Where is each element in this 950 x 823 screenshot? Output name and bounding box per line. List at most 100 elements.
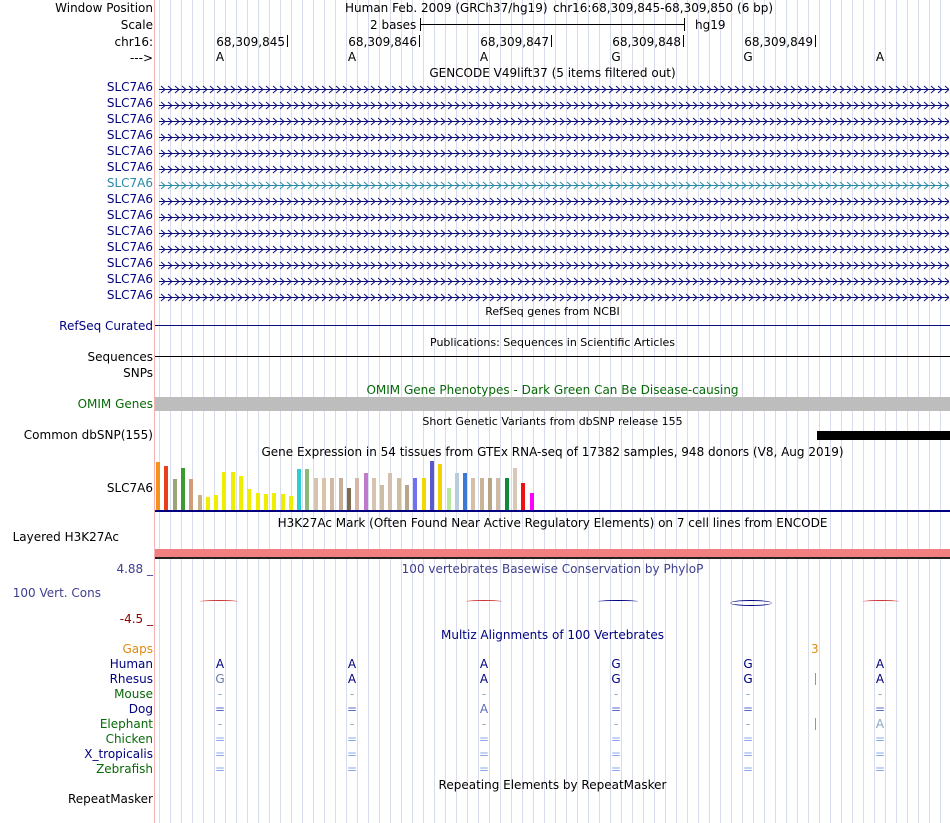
gtex-tissue-bar[interactable] bbox=[272, 493, 277, 510]
gtex-gene-label[interactable]: SLC7A6 bbox=[106, 481, 153, 495]
gencode-transcript[interactable] bbox=[159, 163, 950, 174]
gtex-tissue-bar[interactable] bbox=[205, 497, 210, 510]
gencode-transcript[interactable] bbox=[159, 243, 950, 254]
gtex-tissue-bar[interactable] bbox=[529, 493, 534, 510]
alignment-base: G bbox=[743, 657, 753, 671]
gtex-tissue-bar[interactable] bbox=[463, 473, 468, 510]
repeatmasker-label[interactable]: RepeatMasker bbox=[67, 792, 153, 806]
species-label[interactable]: Human bbox=[109, 657, 153, 671]
gtex-tissue-bar[interactable] bbox=[479, 478, 484, 510]
gtex-tissue-bar[interactable] bbox=[189, 479, 194, 510]
gtex-tissue-bar[interactable] bbox=[471, 478, 476, 510]
gencode-transcript[interactable] bbox=[159, 131, 950, 142]
gtex-tissue-bar[interactable] bbox=[239, 476, 243, 510]
gtex-tissue-bar[interactable] bbox=[197, 495, 202, 510]
refseq-label[interactable]: RefSeq Curated bbox=[59, 319, 153, 333]
gtex-tissue-bar[interactable] bbox=[313, 478, 318, 510]
species-label[interactable]: Rhesus bbox=[109, 672, 153, 686]
gencode-gene-label[interactable]: SLC7A6 bbox=[106, 192, 153, 206]
gencode-transcript[interactable] bbox=[159, 115, 950, 126]
gtex-tissue-bar[interactable] bbox=[172, 479, 177, 510]
gtex-tissue-bar[interactable] bbox=[214, 495, 219, 510]
gtex-tissue-bar[interactable] bbox=[371, 478, 376, 510]
gencode-transcript[interactable] bbox=[159, 99, 950, 110]
gtex-tissue-bar[interactable] bbox=[222, 472, 227, 510]
gencode-gene-label[interactable]: SLC7A6 bbox=[106, 160, 153, 174]
gtex-tissue-bar[interactable] bbox=[421, 478, 426, 510]
species-label[interactable]: X_tropicalis bbox=[84, 747, 153, 761]
gtex-tissue-bar[interactable] bbox=[355, 478, 360, 510]
sequences-label[interactable]: Sequences bbox=[87, 350, 153, 364]
gtex-tissue-bar[interactable] bbox=[263, 494, 268, 510]
gtex-tissue-bar[interactable] bbox=[380, 485, 385, 510]
gencode-transcript[interactable] bbox=[159, 195, 950, 206]
gtex-tissue-bar[interactable] bbox=[255, 493, 260, 510]
gtex-tissue-bar[interactable] bbox=[280, 494, 285, 510]
gtex-tissue-bar[interactable] bbox=[156, 462, 160, 510]
cons-label[interactable]: 100 Vert. Cons bbox=[12, 586, 101, 600]
gtex-tissue-bar[interactable] bbox=[504, 478, 509, 510]
gtex-tissue-bar[interactable] bbox=[363, 473, 368, 510]
gtex-tissue-bar[interactable] bbox=[521, 483, 526, 510]
gencode-transcript[interactable] bbox=[159, 227, 950, 238]
gtex-tissue-bar[interactable] bbox=[396, 478, 401, 510]
gencode-transcript[interactable] bbox=[159, 291, 950, 302]
omim-label[interactable]: OMIM Genes bbox=[77, 397, 153, 411]
refseq-gene-line[interactable] bbox=[155, 325, 950, 326]
gencode-gene-label[interactable]: SLC7A6 bbox=[106, 272, 153, 286]
snps-label[interactable]: SNPs bbox=[123, 366, 153, 380]
gtex-tissue-bar[interactable] bbox=[438, 464, 443, 510]
omim-gene-bar[interactable] bbox=[155, 397, 950, 411]
species-label[interactable]: Dog bbox=[128, 702, 153, 716]
gtex-tissue-bar[interactable] bbox=[446, 488, 451, 510]
gencode-gene-label[interactable]: SLC7A6 bbox=[106, 96, 153, 110]
publications-line[interactable] bbox=[155, 356, 950, 357]
gtex-tissue-bar[interactable] bbox=[405, 485, 409, 510]
gtex-tissue-bar[interactable] bbox=[512, 468, 517, 510]
gencode-gene-label[interactable]: SLC7A6 bbox=[106, 208, 153, 222]
gtex-tissue-bar[interactable] bbox=[454, 473, 459, 510]
gtex-tissue-bar[interactable] bbox=[305, 469, 310, 510]
species-label[interactable]: Chicken bbox=[105, 732, 153, 746]
dbsnp-variant[interactable] bbox=[817, 431, 950, 440]
gencode-gene-label[interactable]: SLC7A6 bbox=[106, 176, 153, 190]
gtex-tissue-bar[interactable] bbox=[346, 488, 351, 510]
gencode-gene-label[interactable]: SLC7A6 bbox=[106, 144, 153, 158]
gencode-gene-label[interactable]: SLC7A6 bbox=[106, 240, 153, 254]
common-dbsnp-label[interactable]: Common dbSNP(155) bbox=[23, 428, 153, 442]
species-label[interactable]: Elephant bbox=[99, 717, 153, 731]
gtex-tissue-bar[interactable] bbox=[330, 478, 335, 510]
species-label[interactable]: Mouse bbox=[114, 687, 153, 701]
gtex-tissue-bar[interactable] bbox=[429, 461, 434, 510]
gtex-bar-chart[interactable] bbox=[155, 460, 555, 510]
gencode-gene-label[interactable]: SLC7A6 bbox=[106, 224, 153, 238]
h3k27ac-label[interactable]: Layered H3K27Ac bbox=[12, 530, 119, 544]
gencode-transcript[interactable] bbox=[159, 147, 950, 158]
gencode-transcript[interactable] bbox=[159, 179, 950, 190]
gtex-tissue-bar[interactable] bbox=[247, 489, 252, 510]
gencode-transcript[interactable] bbox=[159, 259, 950, 270]
alignment-base: = bbox=[743, 702, 754, 716]
gtex-tissue-bar[interactable] bbox=[297, 469, 302, 510]
gtex-tissue-bar[interactable] bbox=[388, 473, 393, 510]
h3k27ac-signal[interactable] bbox=[155, 549, 950, 557]
gtex-tissue-bar[interactable] bbox=[288, 496, 293, 510]
gencode-gene-label[interactable]: SLC7A6 bbox=[106, 256, 153, 270]
gtex-tissue-bar[interactable] bbox=[413, 478, 418, 510]
gtex-tissue-bar[interactable] bbox=[230, 472, 235, 510]
gtex-tissue-bar[interactable] bbox=[322, 478, 326, 510]
gencode-gene-label[interactable]: SLC7A6 bbox=[106, 128, 153, 142]
track-area[interactable]: Human Feb. 2009 (GRCh37/hg19) chr16:68,3… bbox=[155, 0, 950, 823]
gtex-tissue-bar[interactable] bbox=[338, 478, 343, 510]
gencode-gene-label[interactable]: SLC7A6 bbox=[106, 288, 153, 302]
gtex-tissue-bar[interactable] bbox=[180, 468, 185, 510]
gtex-tissue-bar[interactable] bbox=[496, 478, 501, 510]
gencode-transcript[interactable] bbox=[159, 83, 950, 94]
gtex-tissue-bar[interactable] bbox=[488, 478, 492, 510]
gtex-tissue-bar[interactable] bbox=[164, 466, 169, 510]
gencode-gene-label[interactable]: SLC7A6 bbox=[106, 80, 153, 94]
gencode-gene-label[interactable]: SLC7A6 bbox=[106, 112, 153, 126]
species-label[interactable]: Zebrafish bbox=[96, 762, 153, 776]
gencode-transcript[interactable] bbox=[159, 211, 950, 222]
gencode-transcript[interactable] bbox=[159, 275, 950, 286]
